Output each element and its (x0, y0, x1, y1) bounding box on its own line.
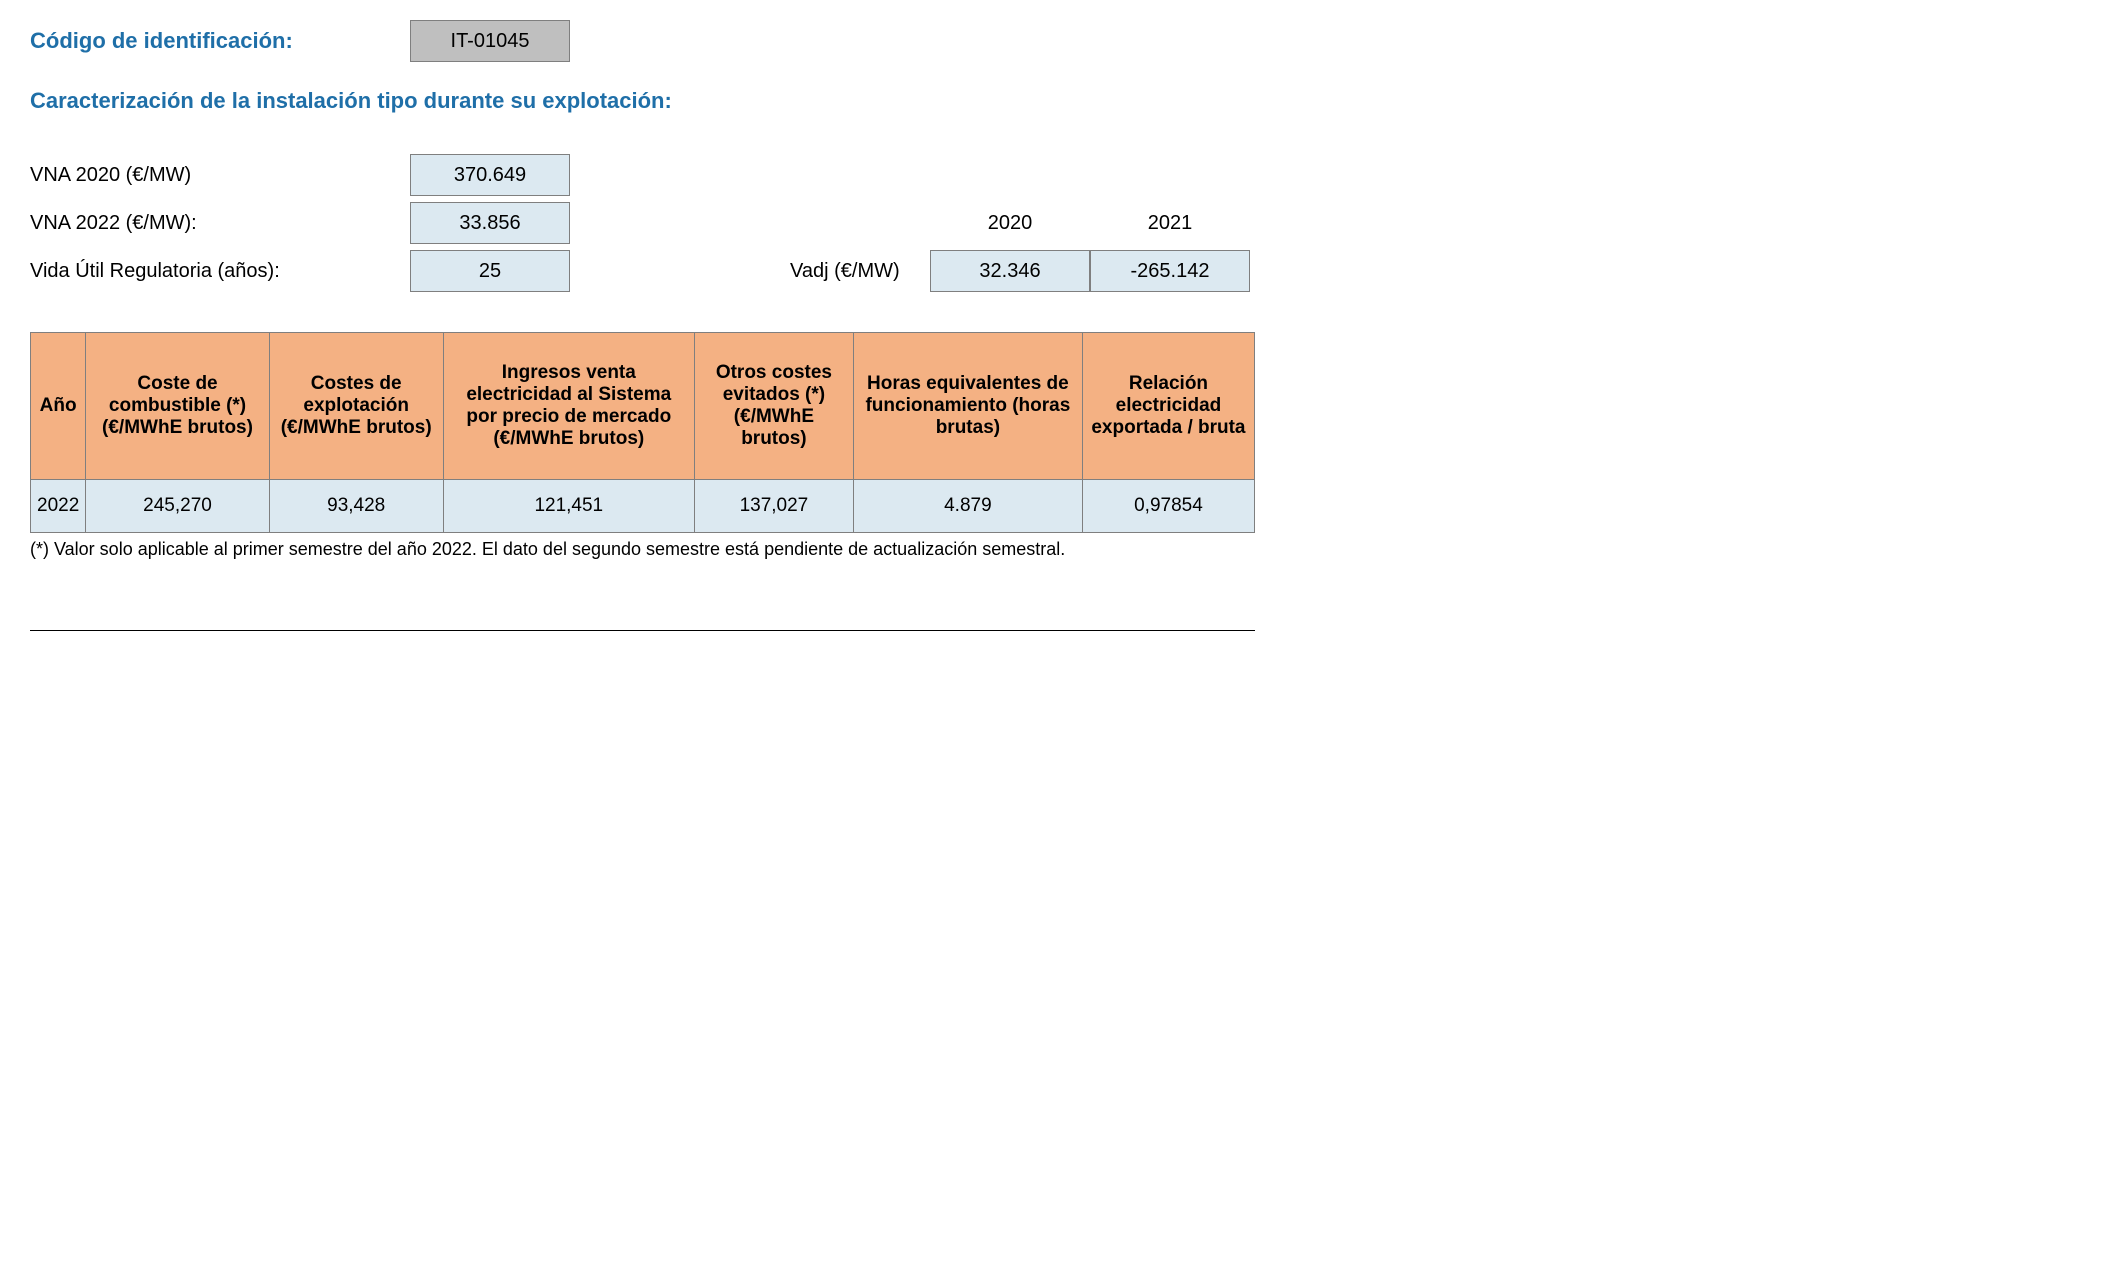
td-horas-eq: 4.879 (853, 480, 1082, 533)
vida-util-value: 25 (410, 250, 570, 292)
td-ano: 2022 (31, 480, 86, 533)
vadj-2020-value: 32.346 (930, 250, 1090, 292)
vadj-years-spacer (790, 218, 930, 228)
vadj-year-2020: 2020 (930, 202, 1090, 244)
th-otros-costes: Otros costes evitados (*) (€/MWhE brutos… (694, 333, 853, 480)
vna2022-label: VNA 2022 (€/MW): (30, 212, 410, 235)
vna2020-label: VNA 2020 (€/MW) (30, 164, 410, 187)
table-header-row: Año Coste de combustible (*) (€/MWhE bru… (31, 333, 1255, 480)
codigo-label: Código de identificación: (30, 28, 410, 54)
vna2020-value: 370.649 (410, 154, 570, 196)
td-ingresos-venta: 121,451 (443, 480, 694, 533)
params-block: VNA 2020 (€/MW) 370.649 VNA 2022 (€/MW):… (30, 154, 2096, 292)
codigo-row: Código de identificación: IT-01045 (30, 20, 2096, 62)
caracterizacion-heading: Caracterización de la instalación tipo d… (30, 88, 2096, 114)
separator (30, 630, 1255, 631)
table-row: 2022 245,270 93,428 121,451 137,027 4.87… (31, 480, 1255, 533)
td-costes-explotacion: 93,428 (269, 480, 443, 533)
vna2020-row: VNA 2020 (€/MW) 370.649 (30, 154, 2096, 196)
vadj-2021-value: -265.142 (1090, 250, 1250, 292)
th-relacion: Relación electricidad exportada / bruta (1082, 333, 1254, 480)
vadj-year-2021: 2021 (1090, 202, 1250, 244)
vadj-label: Vadj (€/MW) (790, 260, 930, 283)
th-costes-explotacion: Costes de explotación (€/MWhE brutos) (269, 333, 443, 480)
th-ingresos-venta: Ingresos venta electricidad al Sistema p… (443, 333, 694, 480)
th-horas-eq: Horas equivalentes de funcionamiento (ho… (853, 333, 1082, 480)
td-otros-costes: 137,027 (694, 480, 853, 533)
codigo-value: IT-01045 (410, 20, 570, 62)
th-ano: Año (31, 333, 86, 480)
td-relacion: 0,97854 (1082, 480, 1254, 533)
td-coste-combustible: 245,270 (86, 480, 269, 533)
vida-util-label: Vida Útil Regulatoria (años): (30, 260, 410, 283)
footnote: (*) Valor solo aplicable al primer semes… (30, 539, 2096, 560)
vida-util-row: Vida Útil Regulatoria (años): 25 Vadj (€… (30, 250, 2096, 292)
vna2022-value: 33.856 (410, 202, 570, 244)
th-coste-combustible: Coste de combustible (*) (€/MWhE brutos) (86, 333, 269, 480)
vna2022-row: VNA 2022 (€/MW): 33.856 2020 2021 (30, 202, 2096, 244)
vadj-years-wrap: 2020 2021 (790, 202, 1250, 244)
main-table: Año Coste de combustible (*) (€/MWhE bru… (30, 332, 1255, 533)
vadj-values-wrap: Vadj (€/MW) 32.346 -265.142 (790, 250, 1250, 292)
